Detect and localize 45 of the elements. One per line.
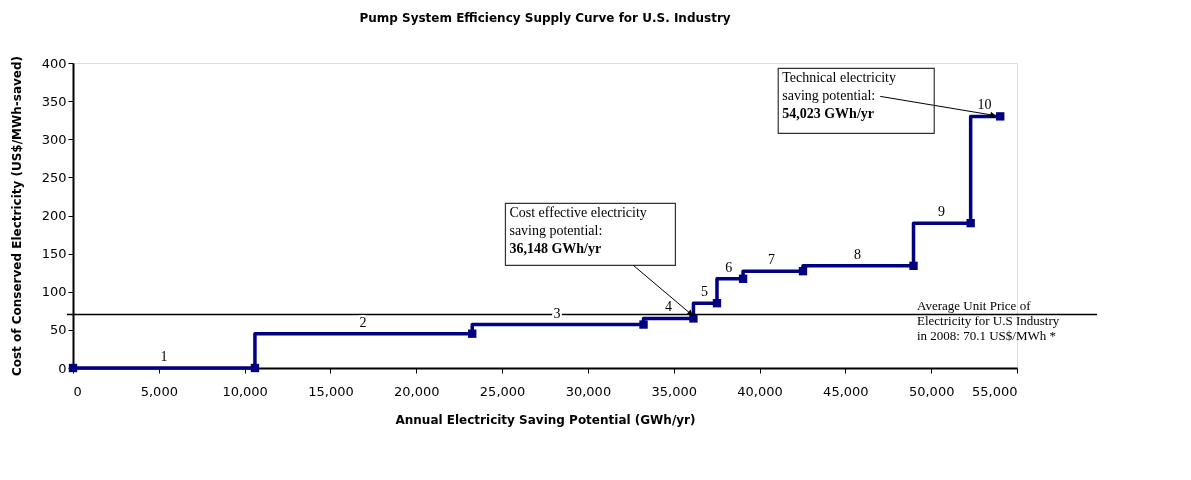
annotation: Technical electricity saving potential: 54,023 GWh/yr [782, 70, 896, 122]
point [738, 274, 748, 283]
y-tick-label: 0 [58, 360, 67, 376]
x-tick-label: 35,000 [651, 383, 697, 399]
annotation: 2 [359, 314, 367, 330]
annotation: 1 [160, 349, 168, 364]
x-tick-label: 0 [73, 383, 82, 399]
point [468, 329, 477, 338]
point [712, 299, 722, 308]
annotation: 6 [725, 259, 733, 275]
point [909, 261, 918, 271]
x-tick-label: 30,000 [565, 383, 612, 399]
y-tick-label: 50 [49, 322, 67, 338]
annotation: 10 [977, 97, 992, 113]
y-axis-title: Cost of Conserved Electricity (US$/MWh-saved) [9, 55, 24, 377]
x-tick-label: 5,000 [140, 383, 178, 399]
point [996, 112, 1005, 121]
annotation: Cost effective electricity saving potential: 36,148 GWh/yr [509, 205, 647, 257]
ref-line-label: Average Unit Price of Electricity for U.S Industry in 2008: 70.1 US$/MWh * [917, 297, 1060, 343]
point [966, 218, 975, 228]
y-tick-label: 200 [41, 208, 67, 223]
y-tick-label: 100 [41, 284, 67, 300]
point [250, 363, 260, 373]
x-tick-label: 55,000 [972, 383, 1018, 399]
point [639, 320, 648, 329]
x-axis-title: Annual Electricity Saving Potential (GWh/yr) [395, 412, 696, 427]
x-tick-label: 15,000 [308, 383, 354, 399]
annotation: 9 [937, 204, 945, 220]
y-tick-label: 400 [41, 55, 67, 71]
x-tick-label: 20,000 [394, 383, 440, 399]
annotation: 8 [853, 246, 861, 262]
chart-title: Pump System Efficiency Supply Curve for U.S. Industry [359, 11, 731, 26]
y-tick-label: 150 [41, 246, 67, 262]
y-tick-label: 350 [41, 93, 67, 109]
x-tick-label: 40,000 [737, 383, 783, 399]
x-tick-label: 50,000 [908, 383, 955, 399]
annotation: 5 [701, 284, 709, 300]
y-tick-label: 300 [41, 131, 67, 147]
y-tick-label: 250 [41, 169, 67, 185]
annotation: 4 [665, 299, 673, 315]
x-tick-label: 10,000 [222, 383, 268, 399]
x-tick-label: 45,000 [823, 383, 869, 399]
annotation: 7 [768, 252, 776, 268]
x-tick-label: 25,000 [479, 383, 526, 399]
point [798, 266, 808, 276]
